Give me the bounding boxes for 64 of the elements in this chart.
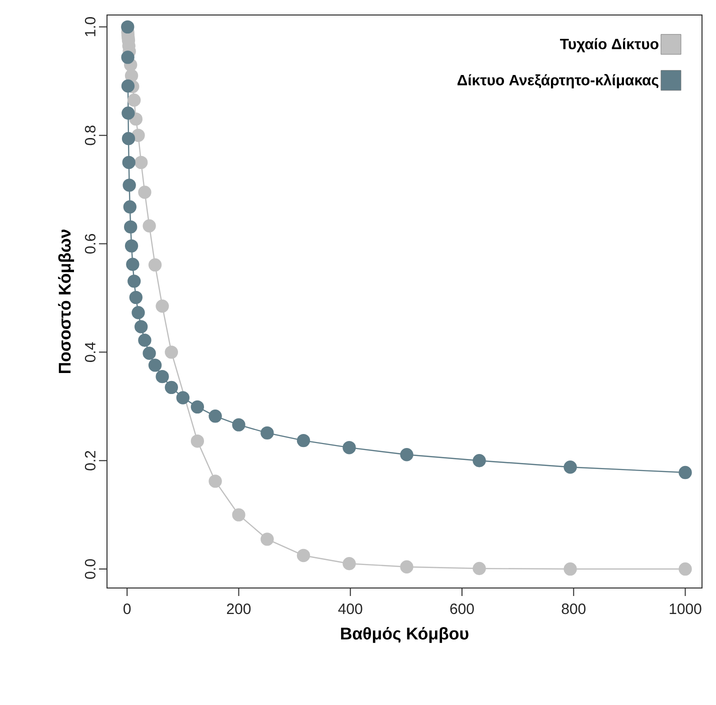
y-tick-label: 0.2 bbox=[84, 450, 96, 470]
x-axis-title: Βαθμός Κόμβου bbox=[341, 626, 468, 643]
legend-label: Δίκτυο Ανεξάρτητο-κλίμακας bbox=[458, 74, 658, 88]
x-tick-label: 200 bbox=[227, 604, 251, 614]
point bbox=[121, 79, 135, 93]
point bbox=[142, 219, 156, 232]
point bbox=[121, 50, 134, 64]
point bbox=[400, 560, 414, 574]
point bbox=[232, 418, 246, 432]
point bbox=[128, 94, 141, 107]
point bbox=[122, 106, 135, 120]
x-tick-label: 1000 bbox=[670, 604, 702, 614]
point bbox=[678, 466, 692, 480]
point bbox=[472, 562, 486, 576]
point bbox=[122, 156, 136, 170]
point bbox=[134, 156, 148, 170]
point bbox=[122, 178, 136, 192]
point bbox=[296, 434, 310, 448]
point bbox=[142, 346, 156, 360]
y-tick-label: 0.6 bbox=[84, 234, 96, 254]
point bbox=[260, 532, 274, 546]
x-tick-label: 600 bbox=[450, 604, 474, 614]
y-axis-title: Ποσοστό Κόμβων bbox=[58, 230, 74, 374]
y-tick-label: 0.4 bbox=[84, 342, 96, 362]
point bbox=[138, 186, 152, 199]
y-tick-label: 1.0 bbox=[84, 17, 96, 36]
point bbox=[156, 370, 169, 384]
point bbox=[232, 508, 246, 522]
point bbox=[148, 358, 162, 372]
point bbox=[122, 132, 136, 146]
point bbox=[400, 448, 414, 462]
point bbox=[121, 20, 134, 34]
point bbox=[124, 239, 138, 253]
y-tick-label: 0.0 bbox=[84, 559, 96, 579]
x-tick-label: 400 bbox=[338, 604, 362, 614]
x-tick-label: 800 bbox=[562, 604, 586, 614]
point bbox=[472, 454, 486, 468]
point bbox=[129, 290, 143, 304]
point bbox=[164, 346, 178, 359]
point bbox=[156, 300, 169, 313]
point bbox=[342, 557, 356, 570]
point bbox=[124, 220, 138, 234]
point bbox=[123, 200, 136, 214]
point bbox=[148, 258, 162, 272]
point bbox=[564, 460, 577, 474]
point bbox=[138, 334, 152, 347]
point bbox=[208, 474, 222, 488]
point bbox=[190, 400, 204, 414]
point bbox=[208, 410, 222, 423]
point bbox=[134, 320, 148, 334]
point bbox=[564, 562, 577, 576]
legend-label: Τυχαίο Δίκτυο bbox=[560, 38, 658, 52]
point bbox=[164, 380, 178, 394]
x-tick-label: 0 bbox=[124, 604, 131, 614]
point bbox=[132, 306, 145, 320]
point bbox=[678, 562, 692, 576]
point bbox=[128, 274, 141, 288]
point bbox=[190, 434, 204, 448]
point bbox=[260, 426, 274, 440]
point bbox=[342, 440, 356, 454]
point bbox=[296, 548, 310, 562]
point bbox=[126, 258, 140, 271]
y-tick-label: 0.8 bbox=[84, 126, 96, 146]
point bbox=[176, 391, 190, 404]
